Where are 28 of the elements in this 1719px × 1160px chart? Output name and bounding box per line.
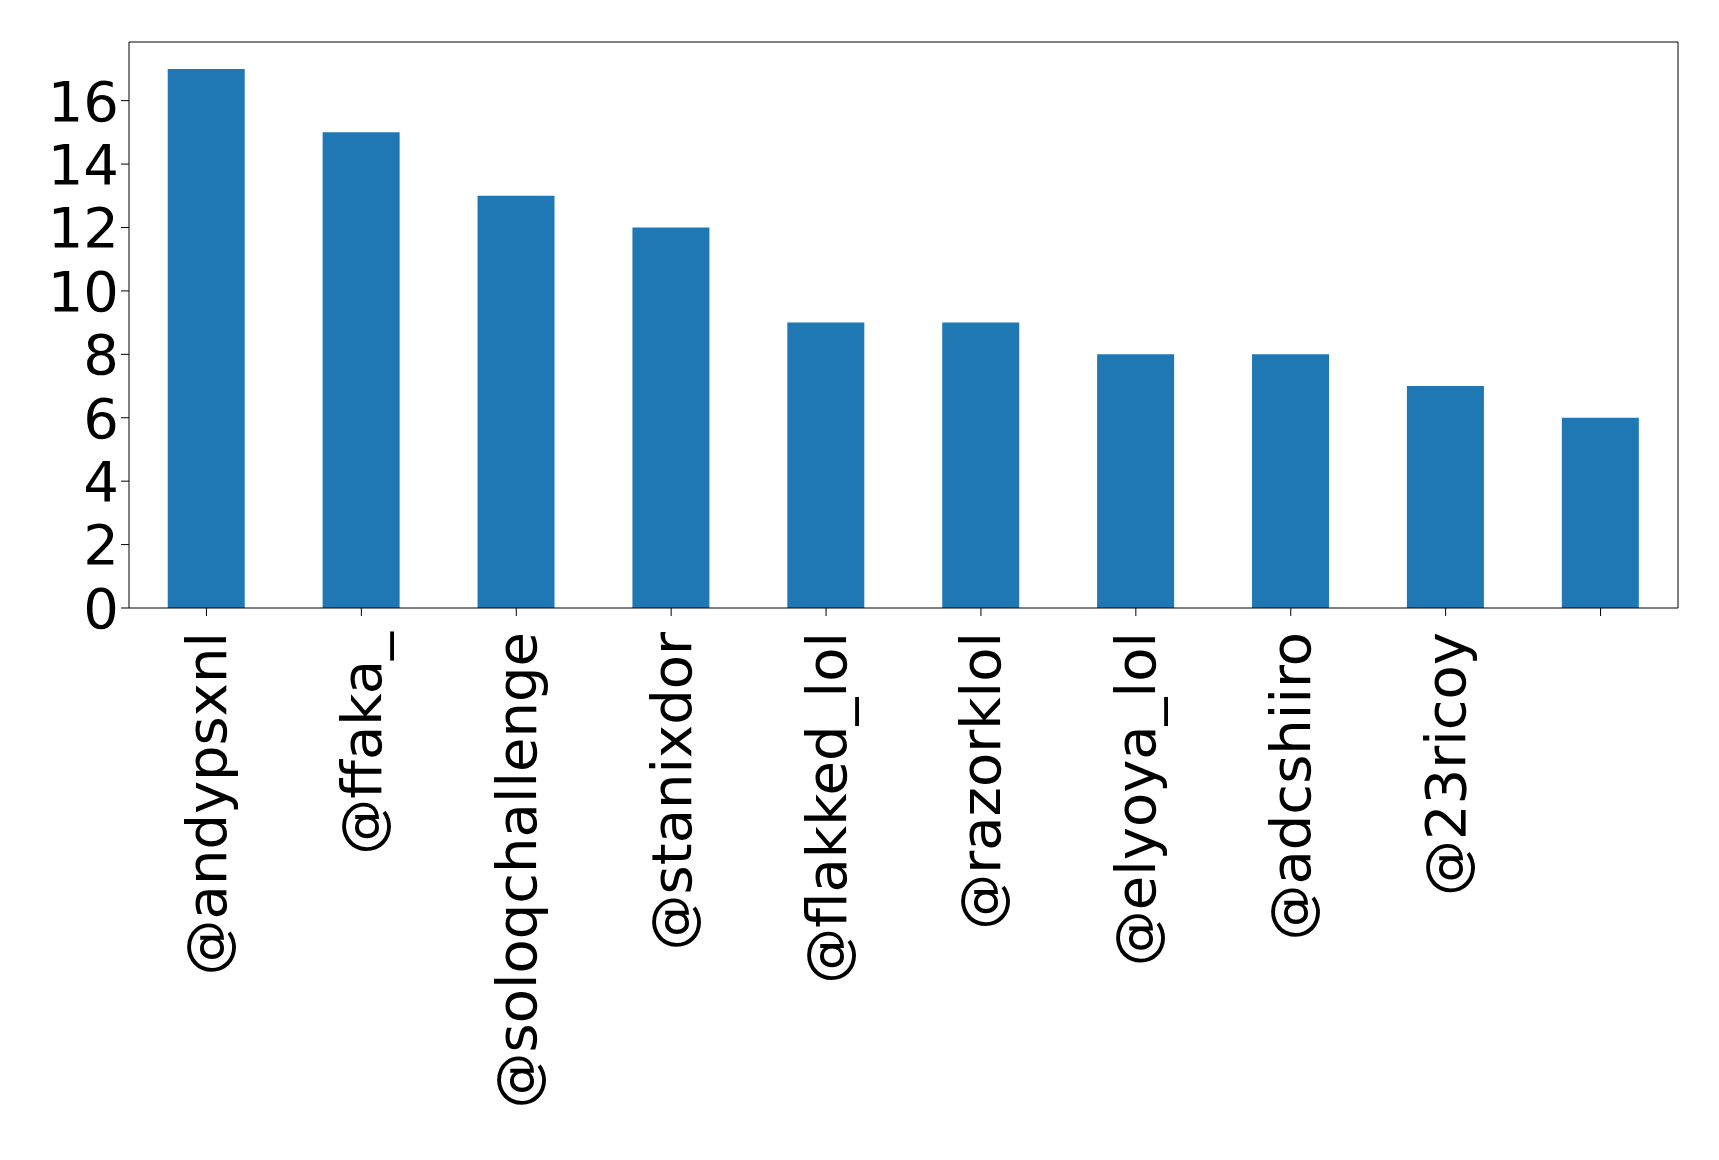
x-tick-label: @soloqchallenge xyxy=(483,632,549,1109)
bar xyxy=(1406,386,1484,608)
y-tick-label: 8 xyxy=(83,322,119,388)
bar xyxy=(942,322,1020,608)
y-tick-label: 0 xyxy=(83,575,119,641)
y-tick-label: 10 xyxy=(47,258,119,324)
x-tick-label: @adcshiiro xyxy=(1258,632,1324,941)
bar xyxy=(787,322,865,608)
bar xyxy=(167,68,245,608)
bar xyxy=(1561,417,1639,608)
bar xyxy=(1097,354,1175,608)
bar xyxy=(1252,354,1330,608)
x-tick-label: @razorklol xyxy=(948,632,1014,930)
x-tick-label: @ffaka_ xyxy=(328,631,394,855)
bar xyxy=(632,227,710,608)
x-tick-label: @stanixdor xyxy=(638,631,704,951)
bar xyxy=(322,132,400,608)
y-tick-label: 4 xyxy=(83,449,119,515)
y-tick-label: 2 xyxy=(83,512,119,578)
y-tick-label: 6 xyxy=(83,385,119,451)
x-tick-label: @andypsxnl xyxy=(173,632,239,976)
y-tick-label: 16 xyxy=(47,68,119,134)
bar xyxy=(477,195,555,608)
x-tick-label: @elyoya_lol xyxy=(1103,632,1169,967)
y-tick-label: 14 xyxy=(47,131,119,197)
x-tick-label: @23ricoy xyxy=(1413,632,1479,897)
y-tick-label: 12 xyxy=(47,195,119,261)
x-tick-label: @flakked_lol xyxy=(793,632,859,984)
